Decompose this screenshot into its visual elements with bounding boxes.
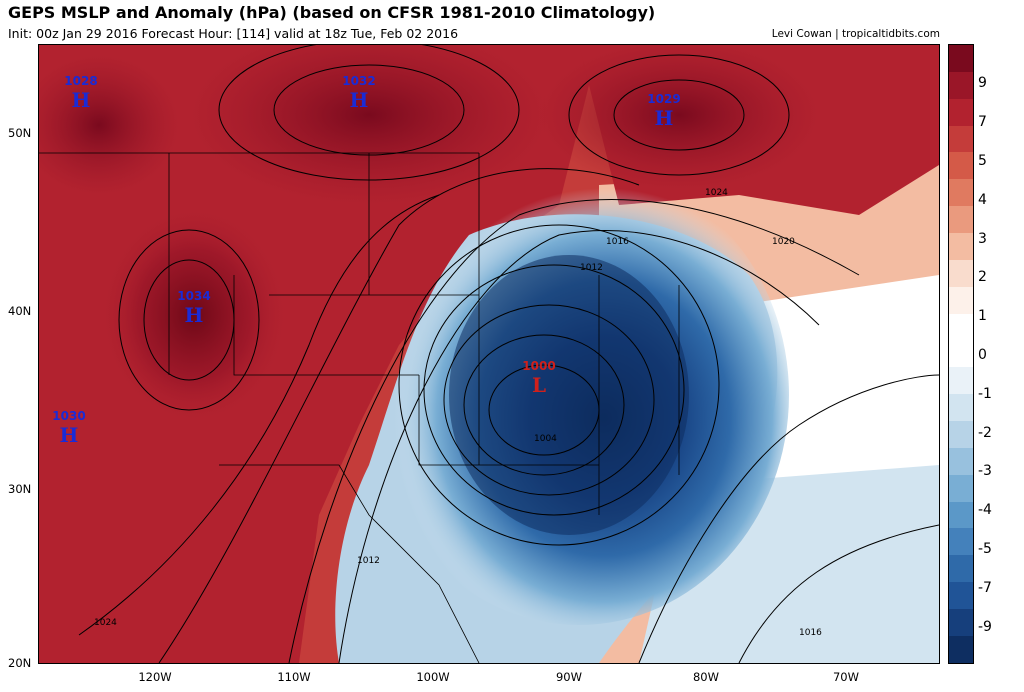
high-pressure-symbol: H bbox=[185, 303, 204, 327]
chart-subtitle: Init: 00z Jan 29 2016 Forecast Hour: [11… bbox=[8, 26, 459, 41]
colorbar-segment bbox=[949, 609, 973, 636]
colorbar-segment bbox=[949, 71, 973, 99]
colorbar-segment bbox=[949, 286, 973, 314]
lat-label: 20N bbox=[8, 656, 32, 670]
colorbar-segment bbox=[949, 206, 973, 234]
colorbar-segment bbox=[949, 555, 973, 583]
colorbar-segment bbox=[949, 233, 973, 260]
colorbar-segment bbox=[949, 474, 973, 502]
anomaly-high-northeast bbox=[539, 45, 819, 190]
high-pressure-symbol: H bbox=[72, 88, 91, 112]
lon-label: 90W bbox=[555, 670, 583, 684]
high-pressure-value: 1034 bbox=[177, 289, 210, 303]
colorbar-segment bbox=[949, 635, 973, 663]
isobars bbox=[78, 45, 939, 663]
isobar-label: 1012 bbox=[580, 263, 603, 273]
colorbar-segment bbox=[949, 367, 973, 395]
colorbar-segment bbox=[949, 421, 973, 448]
colorbar-label: -7 bbox=[978, 580, 992, 596]
colorbar-label: 2 bbox=[978, 269, 987, 285]
high-pressure-value: 1030 bbox=[52, 409, 85, 423]
colorbar-segment bbox=[949, 45, 973, 72]
lon-label: 110W bbox=[277, 670, 311, 684]
high-pressure-value: 1029 bbox=[647, 92, 680, 106]
colorbar-segment bbox=[949, 259, 973, 287]
isobar-labels: 1016 1012 1004 1024 1020 1012 1024 1016 bbox=[94, 188, 822, 638]
isobar-label: 1012 bbox=[357, 556, 380, 566]
colorbar-segment bbox=[949, 340, 973, 368]
anomaly-high-north bbox=[189, 45, 549, 205]
colorbar-label: 0 bbox=[978, 347, 987, 363]
map-panel: 1028 H 1032 H 1029 H 1034 H 1030 H 1000 L 1016 1012 1… bbox=[38, 44, 940, 664]
colorbar-segment bbox=[949, 447, 973, 475]
colorbar-label: 7 bbox=[978, 114, 987, 130]
colorbar-label: 1 bbox=[978, 308, 987, 324]
borders bbox=[39, 152, 680, 663]
high-pressure-symbol: H bbox=[350, 88, 369, 112]
colorbar-segment bbox=[949, 179, 973, 207]
colorbar-segment bbox=[949, 394, 973, 422]
colorbar-segment bbox=[949, 501, 973, 529]
colorbar-label: 4 bbox=[978, 192, 987, 208]
colorbar-label: -3 bbox=[978, 463, 992, 479]
low-pressure-value: 1000 bbox=[522, 359, 555, 373]
isobar-label: 1016 bbox=[799, 628, 822, 638]
colorbar-label: 3 bbox=[978, 231, 987, 247]
isobar-label: 1016 bbox=[606, 237, 629, 247]
colorbar-label: -4 bbox=[978, 502, 992, 518]
colorbar-label: 9 bbox=[978, 75, 987, 91]
isobar-label: 1024 bbox=[94, 618, 117, 628]
colorbar bbox=[948, 44, 974, 664]
lon-label: 100W bbox=[416, 670, 450, 684]
isobar-label: 1004 bbox=[534, 434, 557, 444]
anomaly-high-northwest bbox=[39, 55, 179, 195]
high-pressure-symbol: H bbox=[60, 423, 79, 447]
colorbar-segment bbox=[949, 98, 973, 126]
colorbar-label: -9 bbox=[978, 619, 992, 635]
isobar-label: 1024 bbox=[705, 188, 728, 198]
low-pressure-symbol: L bbox=[532, 373, 546, 397]
lon-label: 70W bbox=[832, 670, 860, 684]
colorbar-segment bbox=[949, 313, 973, 341]
anomaly-west-warm bbox=[39, 45, 599, 663]
colorbar-label: -2 bbox=[978, 425, 992, 441]
colorbar-segment bbox=[949, 528, 973, 556]
high-pressure-value: 1028 bbox=[64, 74, 97, 88]
colorbar-label: -1 bbox=[978, 386, 992, 402]
lat-label: 30N bbox=[8, 482, 32, 496]
lon-label: 80W bbox=[692, 670, 720, 684]
lat-label: 50N bbox=[8, 126, 32, 140]
lat-label: 40N bbox=[8, 304, 32, 318]
lon-label: 120W bbox=[138, 670, 172, 684]
credit-text: Levi Cowan | tropicaltidbits.com bbox=[771, 28, 940, 40]
high-pressure-value: 1032 bbox=[342, 74, 375, 88]
colorbar-label: -5 bbox=[978, 541, 992, 557]
colorbar-segment bbox=[949, 582, 973, 610]
chart-title: GEPS MSLP and Anomaly (hPa) (based on CF… bbox=[8, 3, 656, 22]
colorbar-segment bbox=[949, 125, 973, 153]
isobar-label: 1020 bbox=[772, 237, 795, 247]
colorbar-label: 5 bbox=[978, 153, 987, 169]
high-pressure-symbol: H bbox=[655, 106, 674, 130]
colorbar-segment bbox=[949, 152, 973, 180]
